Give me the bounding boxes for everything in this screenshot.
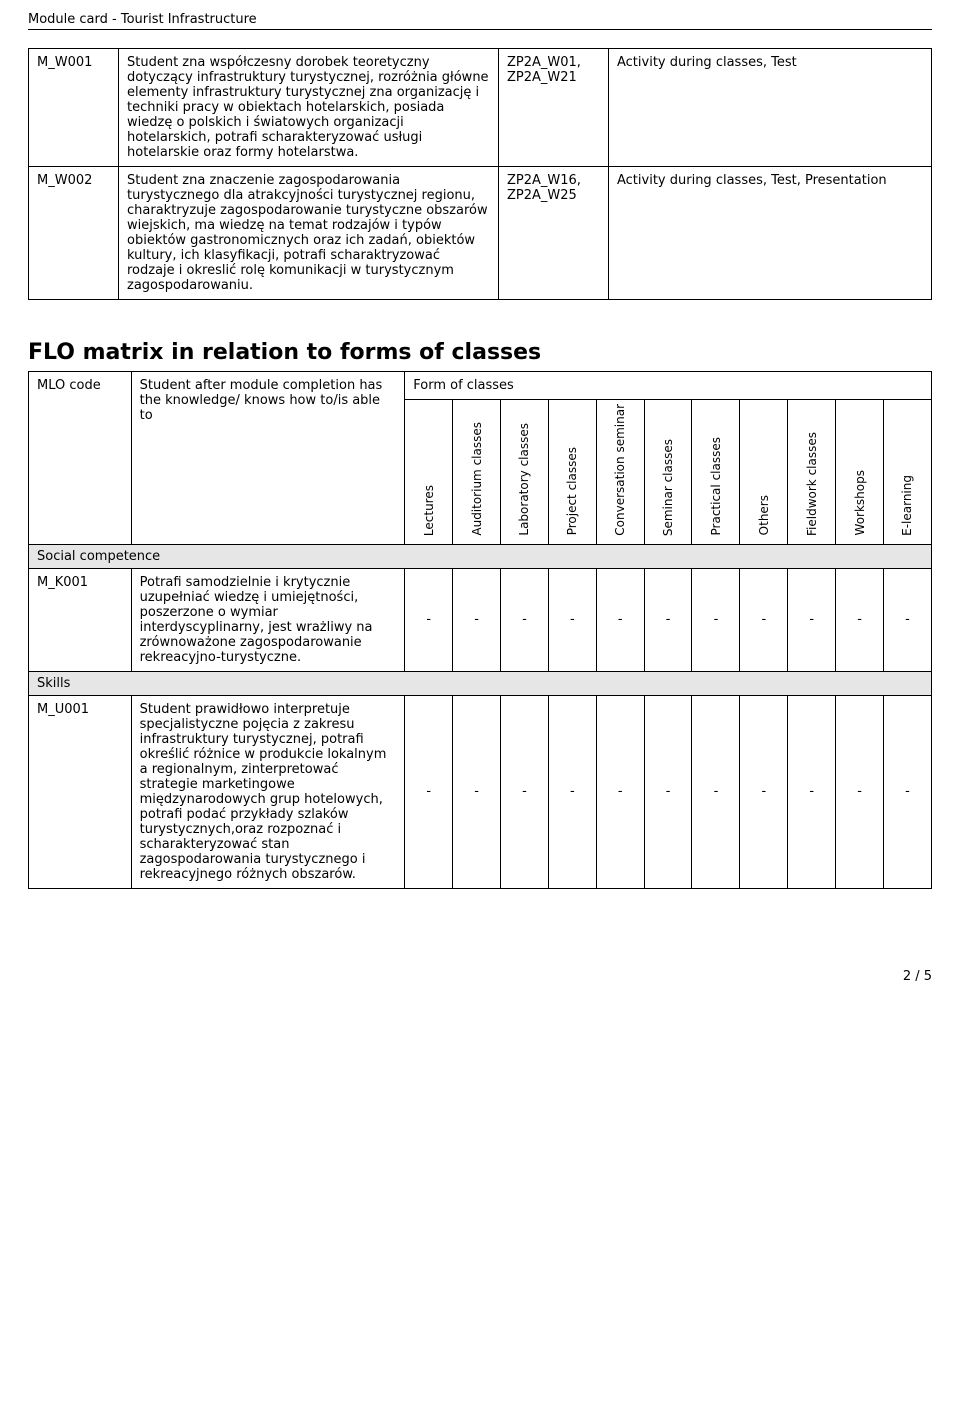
flo-row-desc: Potrafi samodzielnie i krytycznie uzupeł… <box>131 568 405 671</box>
page-footer: 2 / 5 <box>28 969 932 984</box>
flo-val: - <box>740 695 788 888</box>
flo-col-label: Others <box>757 495 771 535</box>
flo-val: - <box>405 568 453 671</box>
flo-val: - <box>883 695 931 888</box>
flo-col-label: Workshops <box>853 470 867 535</box>
flo-val: - <box>596 568 644 671</box>
flo-col-lectures: Lectures <box>405 400 453 545</box>
flo-col-label: Seminar classes <box>661 439 675 536</box>
flo-val: - <box>788 568 836 671</box>
flo-group-row: Skills <box>29 671 932 695</box>
flo-head-form: Form of classes <box>405 372 932 400</box>
flo-val: - <box>548 568 596 671</box>
flo-col-label: Lectures <box>422 485 436 536</box>
flo-header-row: MLO code Student after module completion… <box>29 372 932 400</box>
flo-col-others: Others <box>740 400 788 545</box>
flo-col-auditorium: Auditorium classes <box>453 400 501 545</box>
flo-col-label: Fieldwork classes <box>805 432 819 536</box>
outcome-code: M_W001 <box>29 49 119 167</box>
outcome-activity: Activity during classes, Test, Presentat… <box>609 167 932 300</box>
flo-col-label: E-learning <box>900 475 914 536</box>
flo-val: - <box>644 695 692 888</box>
flo-val: - <box>836 568 884 671</box>
header-title: Module card - Tourist Infrastructure <box>28 12 257 27</box>
page-header: Module card - Tourist Infrastructure <box>28 12 932 30</box>
flo-val: - <box>692 695 740 888</box>
flo-val: - <box>453 695 501 888</box>
flo-group-label: Social competence <box>29 544 932 568</box>
outcome-activity: Activity during classes, Test <box>609 49 932 167</box>
flo-row-code: M_K001 <box>29 568 132 671</box>
table-row: M_U001 Student prawidłowo interpretuje s… <box>29 695 932 888</box>
flo-val: - <box>500 695 548 888</box>
table-row: M_W002 Student zna znaczenie zagospodaro… <box>29 167 932 300</box>
table-row: M_K001 Potrafi samodzielnie i krytycznie… <box>29 568 932 671</box>
outcome-refs: ZP2A_W16, ZP2A_W25 <box>499 167 609 300</box>
flo-head-mlo: MLO code <box>29 372 132 545</box>
outcome-code: M_W002 <box>29 167 119 300</box>
flo-col-workshops: Workshops <box>836 400 884 545</box>
table-row: M_W001 Student zna współczesny dorobek t… <box>29 49 932 167</box>
flo-val: - <box>740 568 788 671</box>
flo-val: - <box>644 568 692 671</box>
flo-head-desc: Student after module completion has the … <box>131 372 405 545</box>
flo-group-row: Social competence <box>29 544 932 568</box>
flo-col-label: Practical classes <box>709 437 723 535</box>
flo-val: - <box>836 695 884 888</box>
flo-val: - <box>453 568 501 671</box>
flo-val: - <box>883 568 931 671</box>
flo-col-conversation: Conversation seminar <box>596 400 644 545</box>
flo-col-fieldwork: Fieldwork classes <box>788 400 836 545</box>
flo-matrix-table: MLO code Student after module completion… <box>28 371 932 889</box>
page-number: 2 / 5 <box>903 969 932 984</box>
flo-col-label: Project classes <box>565 447 579 535</box>
outcomes-table: M_W001 Student zna współczesny dorobek t… <box>28 48 932 300</box>
flo-col-label: Auditorium classes <box>470 422 484 536</box>
flo-val: - <box>405 695 453 888</box>
outcome-refs: ZP2A_W01, ZP2A_W21 <box>499 49 609 167</box>
flo-col-project: Project classes <box>548 400 596 545</box>
flo-val: - <box>500 568 548 671</box>
flo-row-code: M_U001 <box>29 695 132 888</box>
outcome-desc: Student zna znaczenie zagospodarowania t… <box>119 167 499 300</box>
flo-group-label: Skills <box>29 671 932 695</box>
outcome-desc: Student zna współczesny dorobek teoretyc… <box>119 49 499 167</box>
flo-col-seminar: Seminar classes <box>644 400 692 545</box>
flo-val: - <box>788 695 836 888</box>
flo-val: - <box>596 695 644 888</box>
flo-col-laboratory: Laboratory classes <box>500 400 548 545</box>
flo-col-label: Laboratory classes <box>517 423 531 536</box>
flo-col-practical: Practical classes <box>692 400 740 545</box>
flo-col-elearning: E-learning <box>883 400 931 545</box>
flo-val: - <box>692 568 740 671</box>
flo-title: FLO matrix in relation to forms of class… <box>28 340 932 365</box>
flo-col-label: Conversation seminar <box>613 404 627 536</box>
flo-val: - <box>548 695 596 888</box>
flo-row-desc: Student prawidłowo interpretuje specjali… <box>131 695 405 888</box>
